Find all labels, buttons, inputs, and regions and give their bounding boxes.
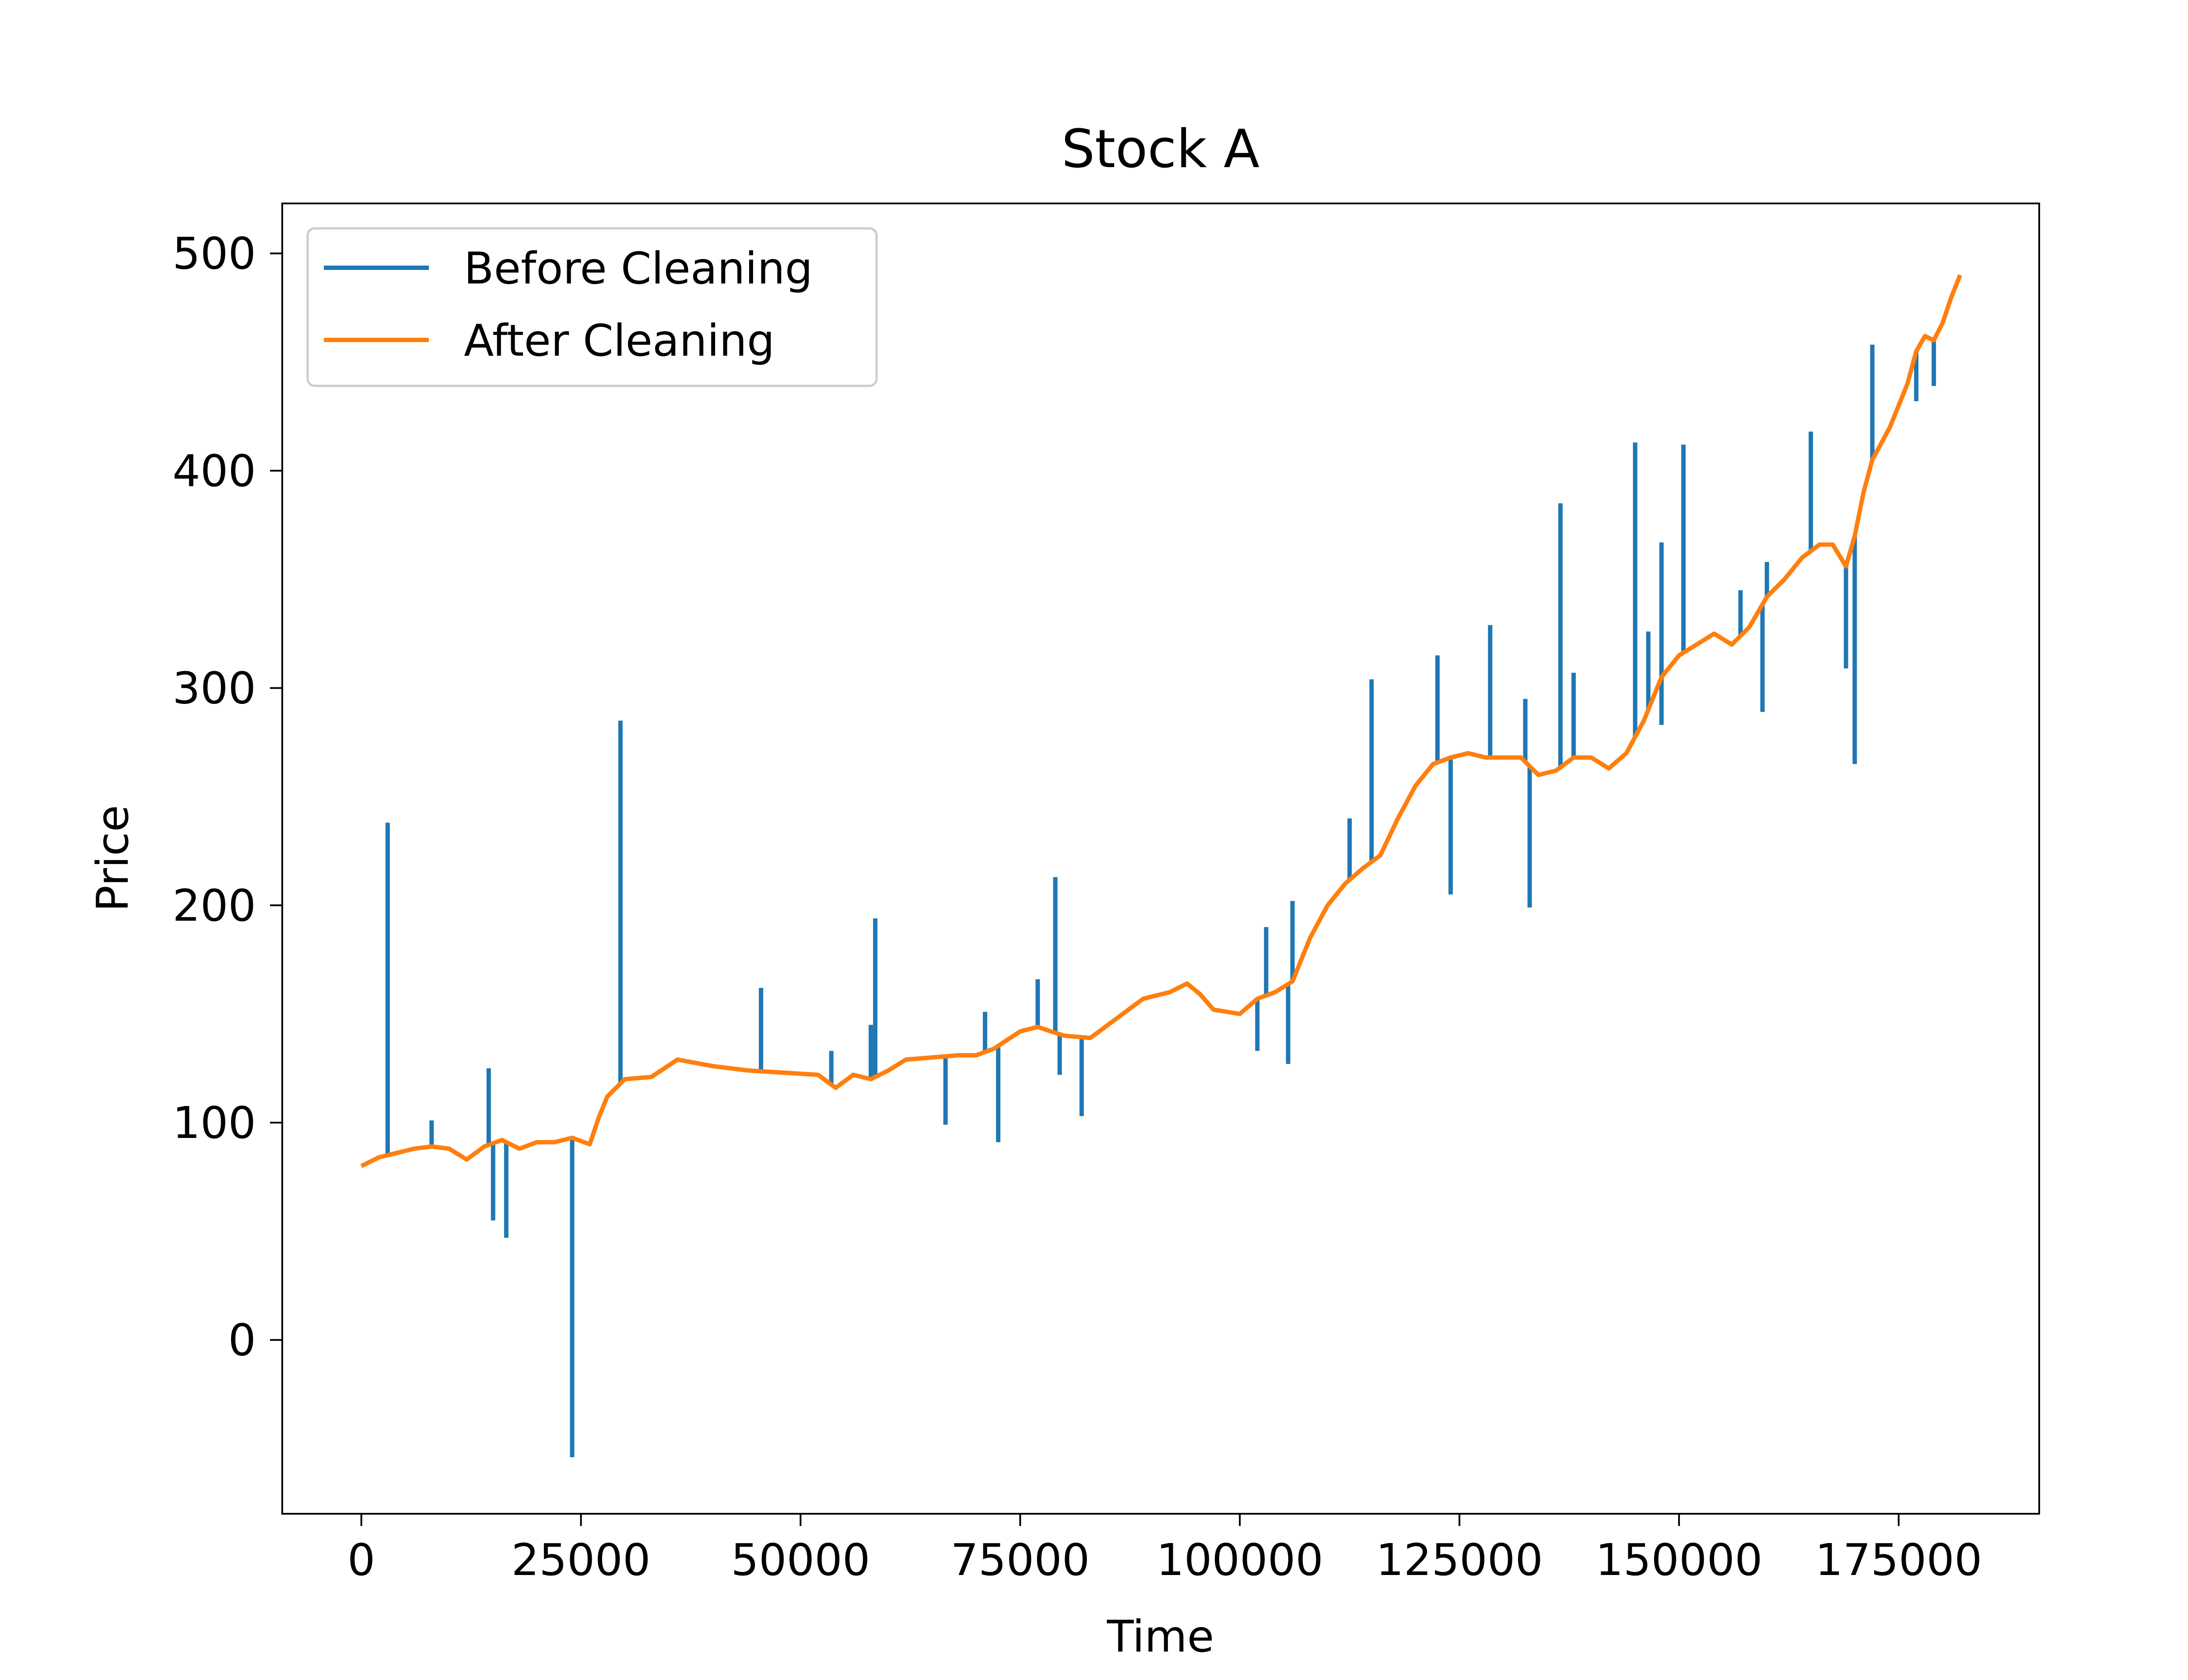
y-tick-label-100: 100 — [172, 1097, 256, 1148]
after-cleaning-series — [360, 274, 1962, 1168]
y-tick-label-500: 500 — [172, 228, 256, 279]
after-cleaning-line — [360, 274, 1962, 1168]
y-tick-label-400: 400 — [172, 445, 256, 497]
x-tick-label-175000: 175000 — [1815, 1534, 1982, 1586]
x-tick-label-100000: 100000 — [1156, 1534, 1323, 1586]
y-tick-label-0: 0 — [228, 1315, 256, 1366]
legend-box — [306, 227, 878, 387]
plot-area — [282, 203, 2039, 1514]
chart-title: Stock A — [1062, 119, 1259, 180]
legend: Before Cleaning After Cleaning — [306, 227, 878, 387]
legend-label-after-cleaning: After Cleaning — [464, 315, 775, 366]
plot-frame — [281, 203, 2040, 1515]
x-tick-label-150000: 150000 — [1595, 1534, 1763, 1586]
x-tick-label-0: 0 — [347, 1534, 375, 1586]
y-tick-label-200: 200 — [172, 880, 256, 931]
x-tick-label-125000: 125000 — [1376, 1534, 1543, 1586]
y-tick-label-300: 300 — [172, 663, 256, 714]
y-axis-label: Price — [87, 805, 138, 912]
x-tick-label-25000: 25000 — [512, 1534, 651, 1586]
x-tick-label-50000: 50000 — [731, 1534, 870, 1586]
y-axis: 0 100 200 300 400 500 — [172, 228, 282, 1366]
legend-label-before-cleaning: Before Cleaning — [464, 243, 813, 294]
x-tick-label-75000: 75000 — [950, 1534, 1090, 1586]
x-axis-label: Time — [1107, 1611, 1214, 1662]
x-axis: 0 25000 50000 75000 100000 125000 150000 175000 — [347, 1514, 1982, 1586]
